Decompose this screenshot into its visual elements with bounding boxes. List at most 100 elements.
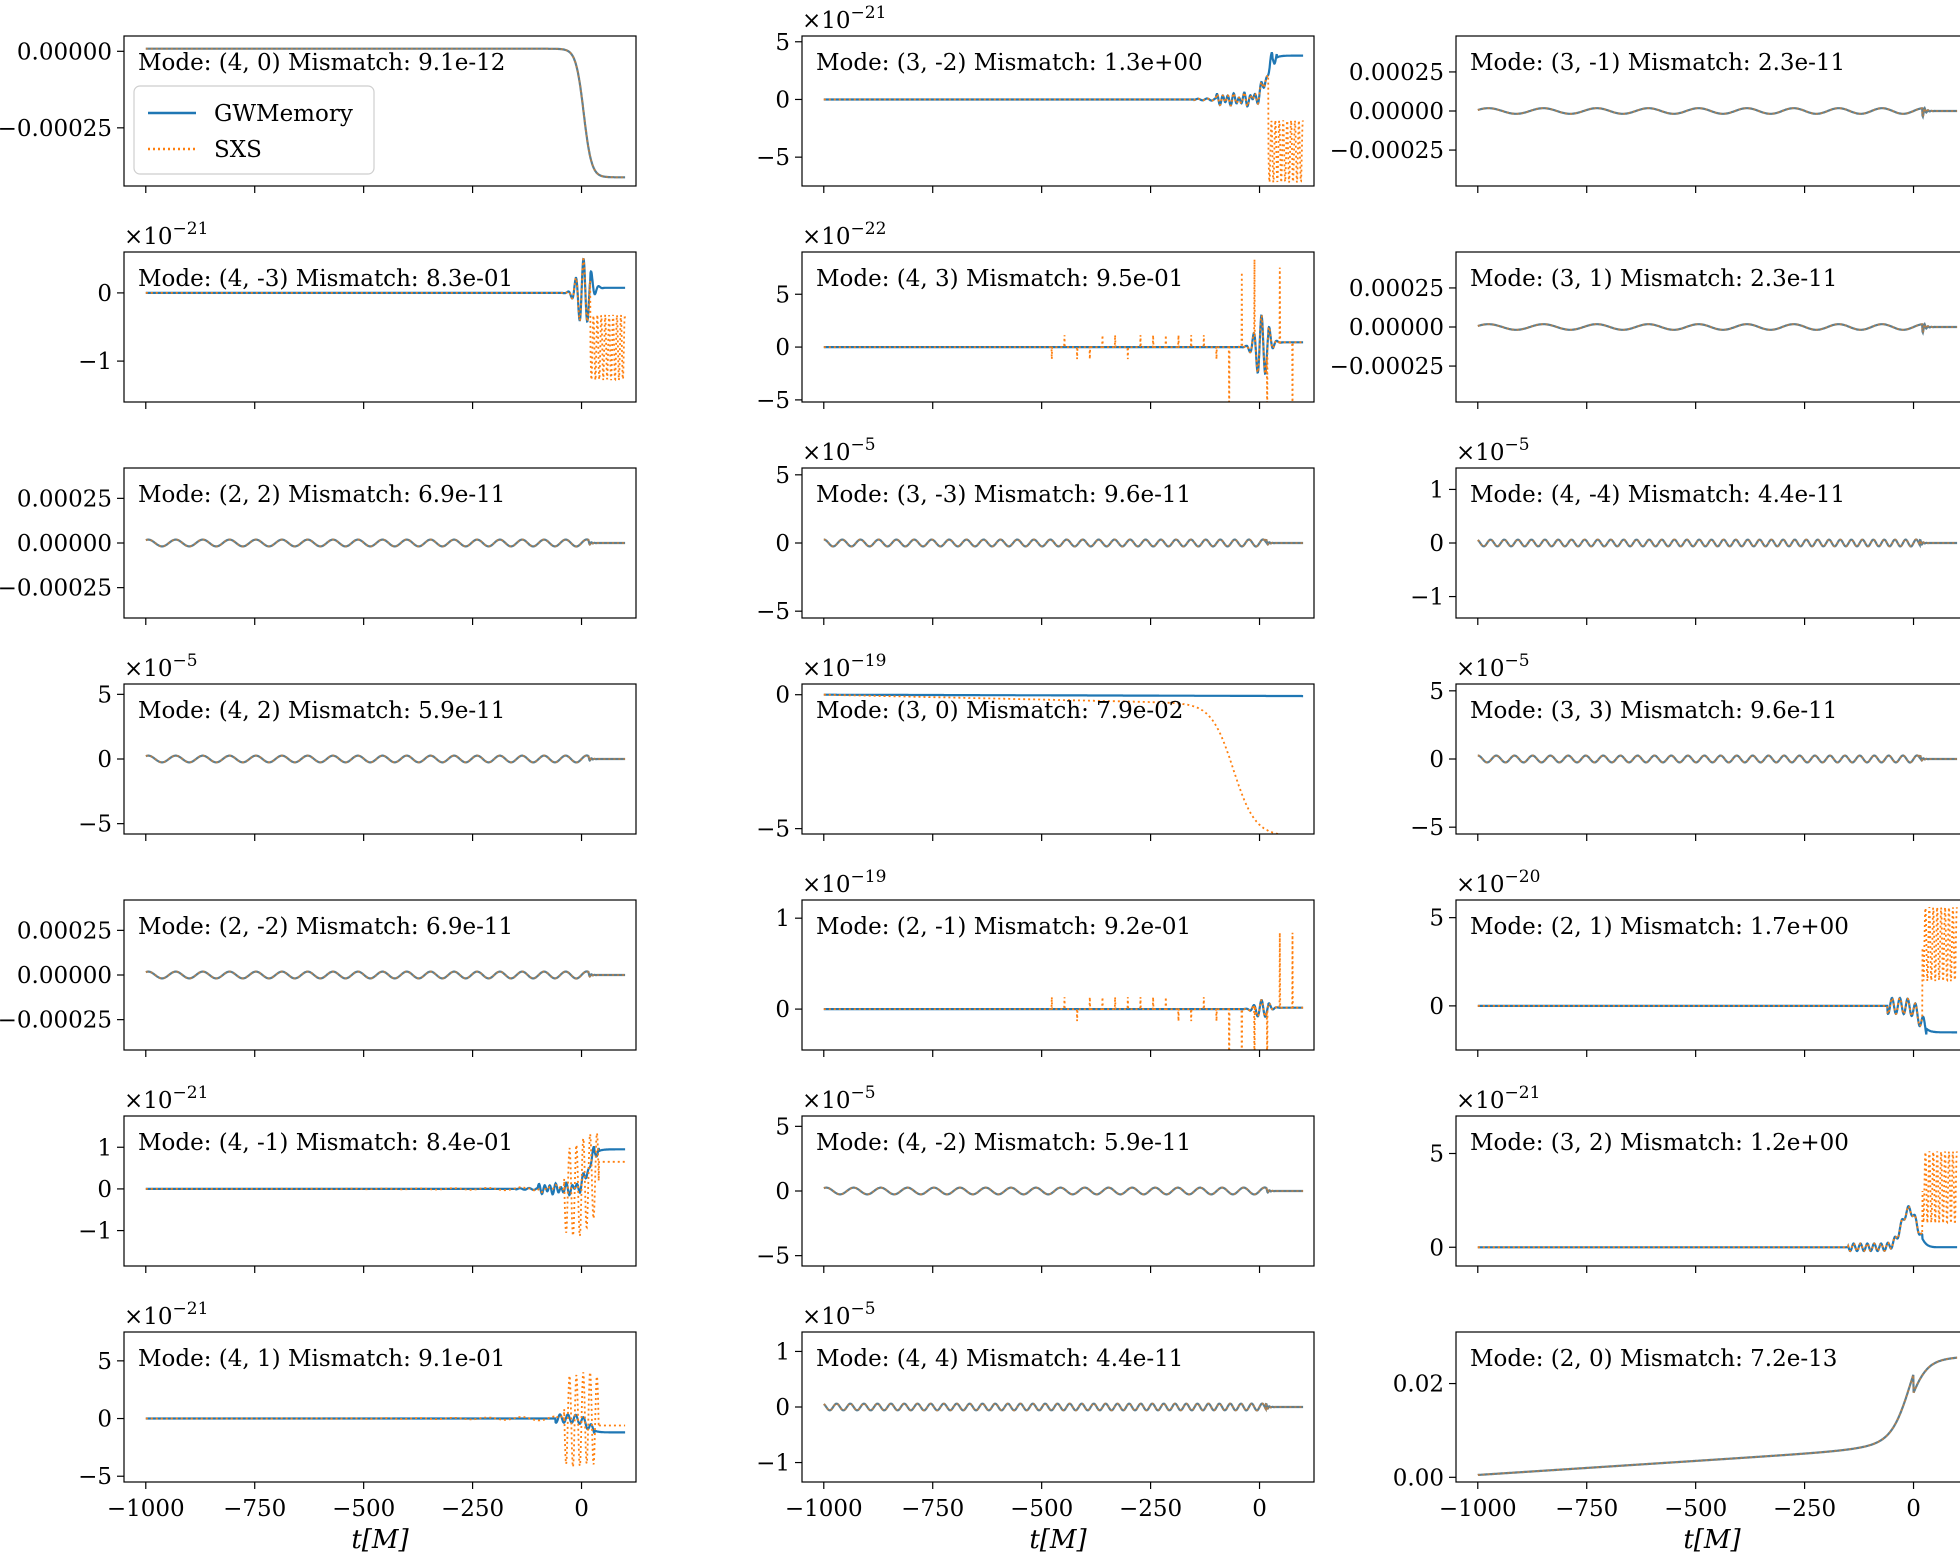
mode-mismatch-label: Mode: (2, 2) Mismatch: 6.9e-11 [138, 482, 505, 508]
y-multiplier: ×10−5 [1456, 435, 1530, 466]
mode-mismatch-label: Mode: (3, 2) Mismatch: 1.2e+00 [1470, 1130, 1849, 1156]
y-multiplier: ×10−19 [802, 651, 886, 682]
series-sxs [1477, 754, 1958, 764]
x-axis-label: t[M] [1683, 1525, 1741, 1555]
y-tick-label: −1 [1410, 585, 1444, 611]
y-tick-label: 0.00 [1393, 1465, 1444, 1491]
y-tick-label: −1 [78, 1219, 112, 1245]
subplot-14: 1 0 ×10−19 Mode: (2, -1) Mismatch: 9.2e-01 [775, 867, 1315, 1057]
series-gwmemory [1477, 105, 1958, 120]
y-tick-label: 0.00000 [17, 963, 112, 989]
subplot-7: 0.00025 0.00000 −0.00025 Mode: (2, 2) Misma… [0, 467, 637, 625]
subplot-19: −1000 −750 −500 −250 0 t[M] 5 0 −5 ×10−21 Mode: (4… [78, 1299, 637, 1555]
y-tick-label: 0.00025 [17, 486, 112, 512]
mode-mismatch-label: Mode: (2, -1) Mismatch: 9.2e-01 [816, 914, 1191, 940]
axes-frame [123, 251, 637, 403]
y-tick-label: 0 [97, 1407, 112, 1433]
y-tick-label: 1 [775, 906, 790, 932]
axes-frame [123, 1331, 637, 1483]
axes-frame [1455, 899, 1960, 1051]
subplot-10: 5 0 −5 ×10−5 Mode: (4, 2) Mismatch: 5.9e-11 [78, 651, 637, 841]
subplot-8: 5 0 −5 ×10−5 Mode: (3, -3) Mismatch: 9.6e-11 [756, 435, 1315, 625]
y-tick-label: 5 [97, 1349, 112, 1375]
legend-entry-sxs: SXS [214, 137, 262, 163]
axes-frame [801, 35, 1315, 187]
y-multiplier: ×10−21 [124, 1083, 208, 1114]
y-tick-label: 0 [775, 997, 790, 1023]
y-tick-label: −0.00025 [1330, 138, 1444, 164]
subplot-2: 5 0 −5 ×10−21 Mode: (3, -2) Mismatch: 1.3e+0… [756, 3, 1315, 193]
series-gwmemory [145, 257, 626, 323]
y-multiplier: ×10−19 [802, 867, 886, 898]
y-tick-label: 5 [1429, 906, 1444, 932]
x-tick-label: −500 [332, 1496, 395, 1522]
mode-mismatch-label: Mode: (3, -1) Mismatch: 2.3e-11 [1470, 50, 1845, 76]
axes-frame [123, 35, 637, 187]
mode-mismatch-label: Mode: (4, -4) Mismatch: 4.4e-11 [1470, 482, 1845, 508]
mode-mismatch-label: Mode: (4, -3) Mismatch: 8.3e-01 [138, 266, 513, 292]
y-tick-label: −5 [756, 817, 790, 843]
x-tick-label: −750 [1555, 1496, 1618, 1522]
subplot-9: 1 0 −1 ×10−5 Mode: (4, -4) Mismatch: 4.4e-11 [1410, 435, 1960, 625]
series-gwmemory [1477, 996, 1958, 1035]
y-multiplier: ×10−5 [802, 1083, 876, 1114]
mode-mismatch-label: Mode: (4, -1) Mismatch: 8.4e-01 [138, 1130, 513, 1156]
subplot-11: 0 −5 ×10−19 Mode: (3, 0) Mismatch: 7.9e-02 [756, 651, 1315, 843]
x-tick-label: −500 [1664, 1496, 1727, 1522]
x-tick-label: 0 [1252, 1496, 1267, 1522]
y-tick-label: 0 [775, 335, 790, 361]
mode-mismatch-label: Mode: (4, 4) Mismatch: 4.4e-11 [816, 1346, 1183, 1372]
y-tick-label: 0 [97, 281, 112, 307]
subplot-4: 0 −1 ×10−21 Mode: (4, -3) Mismatch: 8.3e-01 [78, 219, 637, 409]
axes-frame [801, 899, 1315, 1051]
series-gwmemory [145, 970, 626, 980]
y-tick-label: 5 [1429, 1142, 1444, 1168]
legend-entry-gwmemory: GWMemory [214, 101, 353, 127]
x-tick-label: 0 [1906, 1496, 1921, 1522]
subplot-18: 5 0 ×10−21 Mode: (3, 2) Mismatch: 1.2e+00 [1429, 1083, 1960, 1273]
y-tick-label: 0 [775, 531, 790, 557]
y-tick-label: −5 [756, 145, 790, 171]
series-gwmemory [823, 693, 1304, 698]
y-tick-label: −5 [78, 1464, 112, 1490]
y-tick-label: −0.00025 [0, 116, 112, 142]
mode-mismatch-label: Mode: (2, 0) Mismatch: 7.2e-13 [1470, 1346, 1837, 1372]
series-sxs [1477, 1356, 1958, 1476]
series-sxs [823, 1402, 1304, 1412]
x-tick-label: −1000 [785, 1496, 863, 1522]
subplot-3: 0.00025 0.00000 −0.00025 Mode: (3, -1) Mism… [1330, 35, 1960, 193]
y-tick-label: 1 [1429, 477, 1444, 503]
subplot-5: 5 0 −5 ×10−22 Mode: (4, 3) Mismatch: 9.5e-01 [756, 219, 1315, 414]
y-tick-label: −1 [78, 349, 112, 375]
x-tick-label: −750 [223, 1496, 286, 1522]
y-tick-label: 0.00000 [17, 531, 112, 557]
series-sxs [823, 538, 1304, 548]
y-multiplier: ×10−5 [802, 435, 876, 466]
y-tick-label: 0.00025 [1349, 60, 1444, 86]
x-tick-label: −1000 [1439, 1496, 1517, 1522]
y-tick-label: 5 [775, 30, 790, 56]
mode-mismatch-label: Mode: (4, -2) Mismatch: 5.9e-11 [816, 1130, 1191, 1156]
subplot-13: 0.00025 0.00000 −0.00025 Mode: (2, -2) Mism… [0, 899, 637, 1057]
y-tick-label: 0 [1429, 994, 1444, 1020]
y-tick-label: 0.00000 [1349, 315, 1444, 341]
series-sxs [145, 970, 626, 980]
y-tick-label: 5 [775, 463, 790, 489]
series-sxs [823, 932, 1304, 1050]
subplot-15: 5 0 ×10−20 Mode: (2, 1) Mismatch: 1.7e+00 [1429, 867, 1960, 1057]
y-tick-label: 0 [1429, 531, 1444, 557]
axes-frame [801, 683, 1315, 835]
mode-mismatch-label: Mode: (3, 3) Mismatch: 9.6e-11 [1470, 698, 1837, 724]
x-tick-label: −250 [1119, 1496, 1182, 1522]
subplot-1: 0.00000 −0.00025 Mode: (4, 0) Mismatch: 9.… [0, 35, 637, 193]
y-multiplier: ×10−5 [124, 651, 198, 682]
y-tick-label: −5 [756, 388, 790, 414]
y-tick-label: 0.00000 [1349, 99, 1444, 125]
series-sxs [145, 538, 626, 548]
mode-mismatch-label: Mode: (3, -2) Mismatch: 1.3e+00 [816, 50, 1203, 76]
mode-mismatch-label: Mode: (4, 1) Mismatch: 9.1e-01 [138, 1346, 505, 1372]
series-sxs [823, 72, 1304, 184]
series-sxs [1477, 538, 1958, 548]
y-tick-label: 0.00025 [1349, 276, 1444, 302]
